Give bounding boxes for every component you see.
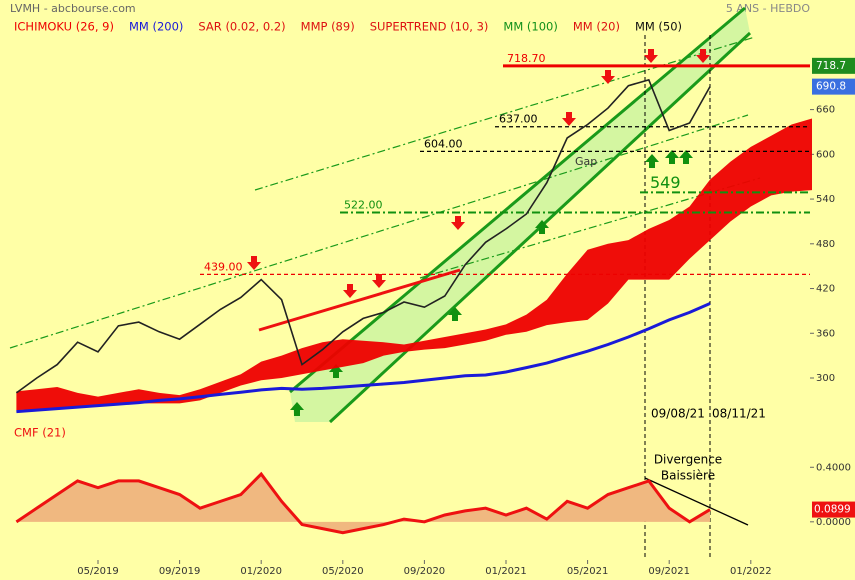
signal-arrows [247,49,710,416]
annotation: Divergence [654,453,722,467]
x-tick-label: 05/2019 [77,566,119,577]
chart-title: LVMH - abcbourse.com [10,2,136,15]
arrow [665,150,679,164]
price-line [15,78,711,394]
resistance-line [258,268,461,332]
annotation: 08/11/21 [712,407,766,421]
arrow [372,274,386,288]
arrow [645,154,659,168]
level-label: 637.00 [499,113,538,126]
x-tick-label: 09/2021 [648,566,690,577]
y-tick-label: 540 [816,194,835,205]
arrow [290,402,304,416]
x-tick-label: 09/2020 [404,566,446,577]
legend-item: SUPERTREND (10, 3) [370,20,489,34]
channel-fill [290,8,750,422]
arrow [696,49,710,63]
x-tick-label: 01/2021 [485,566,527,577]
x-tick-label: 01/2020 [240,566,282,577]
legend-item: MM (50) [635,20,682,34]
level-label: 439.00 [204,260,243,273]
y-tick-label: 660 [816,105,835,116]
price-marker-label: 718.7 [816,60,846,72]
value-marker [812,501,855,518]
moving-average [16,302,711,414]
level-label: 718.70 [507,52,546,65]
divergence-line [644,477,749,526]
arrow [644,49,658,63]
y-tick-label: 360 [816,328,835,339]
legend-item: MM (20) [573,20,620,34]
arrow [329,364,343,378]
arrow [601,70,615,84]
level-label: 522.00 [344,198,383,211]
y-tick-label: 0.4000 [816,462,851,473]
cmf-line [15,471,711,535]
level-label: 604.00 [424,137,463,150]
x-tick-label: 05/2021 [567,566,609,577]
arrow [562,112,576,126]
legend-item: MM (100) [503,20,557,34]
arrow [247,256,261,270]
x-tick-label: 01/2022 [730,566,772,577]
price-marker [812,78,855,95]
arrow [679,150,693,164]
legend-item: MM (200) [129,20,183,34]
price-marker [812,57,855,74]
price-marker-label: 690.8 [816,81,846,93]
chart-subtitle: 5 ANS - HEBDO [726,2,810,15]
annotation: Gap [575,155,597,168]
value-marker-label: 0.0899 [814,504,851,516]
legend-item: ICHIMOKU (26, 9) [14,20,114,34]
x-tick-label: 09/2019 [159,566,201,577]
y-tick-label: 480 [816,239,835,250]
level-label: 549 [650,173,681,192]
annotation: Baissière [661,469,715,483]
arrow [448,307,462,321]
arrow [451,216,465,230]
annotation: 09/08/21 [651,407,705,421]
y-tick-label: 420 [816,284,835,295]
legend-item: MMP (89) [301,20,355,34]
y-tick-label: 0.0000 [816,517,851,528]
panel-title: CMF (21) [14,426,66,440]
x-tick-label: 05/2020 [322,566,364,577]
y-tick-label: 300 [816,373,835,384]
legend-item: SAR (0.02, 0.2) [198,20,285,34]
y-tick-label: 600 [816,149,835,160]
ichimoku-cloud [16,118,812,411]
event-lines [644,35,711,560]
cmf-area [16,474,710,533]
arrow [343,284,357,298]
arrow [535,220,549,234]
